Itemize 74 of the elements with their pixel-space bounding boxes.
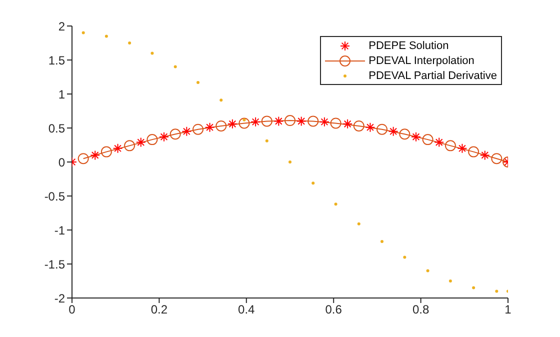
point [434,137,444,148]
point [220,98,223,102]
point [204,122,215,132]
point [308,116,319,127]
point [491,153,502,164]
point [330,118,342,129]
legend-label: PDEVAL Partial Derivative [368,70,497,82]
point [380,240,384,244]
point [411,132,422,142]
point [78,153,89,164]
y-tick-label: 2 [58,19,66,34]
point [376,124,388,135]
point [124,140,136,152]
point [342,118,353,129]
x-tick-label: 0.6 [325,302,342,317]
point [480,150,490,160]
y-tick-label: -0.5 [44,189,66,204]
x-tick-label: 0 [68,302,76,317]
point [90,150,100,160]
point [399,128,410,140]
point [444,140,456,152]
point [388,126,398,136]
point [250,116,261,127]
point [448,280,452,282]
point [288,160,292,164]
y-tick-label: 1 [58,87,66,102]
point [128,42,132,44]
point [112,143,123,154]
x-tick-label: 0.2 [150,302,168,317]
point [82,31,85,34]
point [136,137,146,148]
point [365,122,376,132]
x-tick-label: 0.8 [412,302,430,317]
y-tick-label: -1.5 [44,257,66,272]
point [261,116,272,127]
point [242,118,246,122]
point [227,118,238,129]
point [274,116,284,126]
y-tick-label: 1.5 [48,53,66,68]
x-tick-label: 0.4 [238,302,256,317]
point [403,256,406,259]
y-tick-label: -2 [54,291,66,306]
point [100,146,112,158]
point [334,202,338,206]
point [457,143,468,154]
point [468,146,480,158]
point [265,139,268,142]
point [426,269,430,272]
point [284,115,296,126]
point [472,286,476,290]
point [319,116,330,127]
point [296,116,306,126]
point [146,134,158,146]
legend-label: PDEPE Solution [368,40,449,52]
point [196,80,200,84]
point [312,182,315,185]
point [182,126,192,136]
point [104,34,108,38]
y-tick-label: -1 [54,223,66,238]
point [238,118,250,129]
point [216,120,227,132]
point [150,52,154,55]
point [495,290,498,293]
legend-label: PDEVAL Interpolation [368,54,474,66]
point [170,128,181,140]
point [192,124,204,135]
point [357,222,360,226]
point [353,120,364,132]
x-tick-label: 1 [504,302,512,317]
point [158,132,169,142]
y-tick-label: 0 [58,155,66,170]
y-tick-label: 0.5 [48,121,66,136]
point [174,65,177,68]
point [422,134,434,146]
